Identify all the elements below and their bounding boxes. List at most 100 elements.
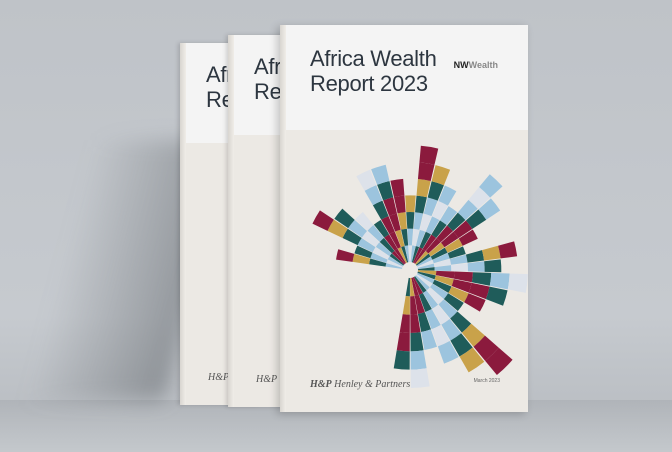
fan-segment: [432, 279, 452, 293]
fan-segment: [390, 178, 405, 198]
fan-segment: [417, 263, 435, 269]
book-title: Africa Wealth Report 2023: [310, 46, 437, 96]
fan-segment: [375, 242, 392, 257]
publication-date: March 2023: [473, 378, 500, 384]
fan-segment: [384, 234, 398, 251]
fan-segment: [425, 238, 441, 254]
publisher-logo: H&P: [256, 374, 278, 385]
fan-segment: [367, 224, 384, 242]
fan-segment: [396, 332, 410, 352]
fan-segment: [377, 181, 394, 201]
publisher-name: Henley & Partners: [334, 379, 411, 390]
fan-segment: [498, 241, 518, 259]
fan-segment: [416, 256, 433, 267]
fan-segment: [415, 251, 429, 265]
fan-segment: [440, 231, 459, 248]
fan-segment: [425, 216, 440, 235]
fan-segment: [447, 246, 466, 259]
fan-segment: [489, 272, 510, 290]
publisher-logo: H&P Henley & Partners: [310, 379, 410, 390]
fan-segment: [397, 247, 408, 264]
fan-segment: [412, 228, 420, 246]
fan-segment: [417, 259, 434, 268]
fan-segment: [386, 259, 403, 268]
cover-top-band: [280, 25, 528, 130]
fan-segment: [449, 254, 468, 265]
fan-segment: [410, 350, 427, 370]
fan-segment: [355, 212, 374, 231]
fan-segment: [334, 208, 355, 229]
fan-segment: [416, 272, 435, 284]
fan-segment: [401, 245, 409, 263]
fan-segment: [405, 195, 416, 213]
fan-segment: [402, 295, 410, 315]
fan-segment: [465, 250, 485, 263]
fan-segment: [405, 277, 410, 297]
fan-segment: [417, 271, 436, 280]
fan-segment: [429, 283, 449, 300]
fan-segment: [389, 213, 401, 232]
fan-segment: [431, 324, 450, 347]
fan-segment: [444, 238, 463, 253]
fan-segment: [372, 200, 389, 220]
fan-segment: [435, 270, 455, 279]
fan-segment: [342, 228, 362, 246]
fan-segment: [450, 311, 472, 333]
fan-segment: [481, 245, 501, 261]
fan-segment: [422, 234, 437, 251]
fan-segment: [467, 261, 485, 272]
fan-segment: [423, 290, 439, 309]
fan-segment: [389, 253, 405, 266]
fan-segment: [415, 229, 426, 248]
fan-segment: [415, 253, 431, 266]
fan-segment: [441, 318, 462, 341]
fan-segment: [393, 195, 406, 214]
fan-segment: [425, 308, 441, 330]
fan-segment: [369, 258, 387, 267]
fan-segment: [383, 197, 397, 216]
fan-segment: [432, 253, 450, 264]
fan-segment: [356, 169, 377, 191]
fan-segment: [411, 246, 420, 263]
fan-segment: [448, 286, 469, 303]
fan-segment: [479, 174, 503, 198]
fan-segment: [417, 312, 431, 333]
fan-segment: [410, 332, 424, 352]
fan-segment: [485, 286, 508, 306]
fan-segment: [419, 292, 432, 312]
fan-segment: [401, 228, 409, 246]
publisher-mark: H&P: [310, 379, 332, 390]
fan-segment: [348, 219, 368, 238]
fan-segment: [453, 220, 473, 239]
fan-segment: [370, 252, 388, 263]
fan-segment: [407, 228, 414, 246]
fan-segment: [312, 210, 334, 231]
fan-segment: [411, 277, 419, 296]
fan-segment: [361, 231, 380, 247]
fan-segment: [394, 248, 406, 264]
fan-segment: [459, 347, 485, 373]
fan-segment: [413, 276, 427, 293]
fan-segment: [432, 200, 448, 221]
fan-segment: [373, 219, 390, 238]
publisher-logo: H&P: [208, 372, 230, 383]
fan-segment: [426, 287, 444, 305]
fan-segment: [393, 350, 410, 370]
fan-segment: [468, 187, 491, 209]
fan-segment: [417, 267, 435, 271]
fan-segment: [397, 212, 407, 230]
fan-segment: [410, 245, 416, 263]
fan-segment: [423, 197, 438, 217]
fan-segment: [399, 314, 410, 333]
fan-segment: [473, 335, 499, 361]
fan-segment: [406, 212, 415, 229]
fan-segment: [416, 274, 433, 288]
fan-segment: [478, 198, 501, 220]
fan-segment: [458, 229, 478, 246]
fan-segment: [413, 212, 424, 230]
fan-segment: [437, 340, 459, 364]
fan-segment: [410, 314, 421, 333]
fan-segment: [414, 248, 426, 264]
fan-segment: [404, 245, 410, 263]
